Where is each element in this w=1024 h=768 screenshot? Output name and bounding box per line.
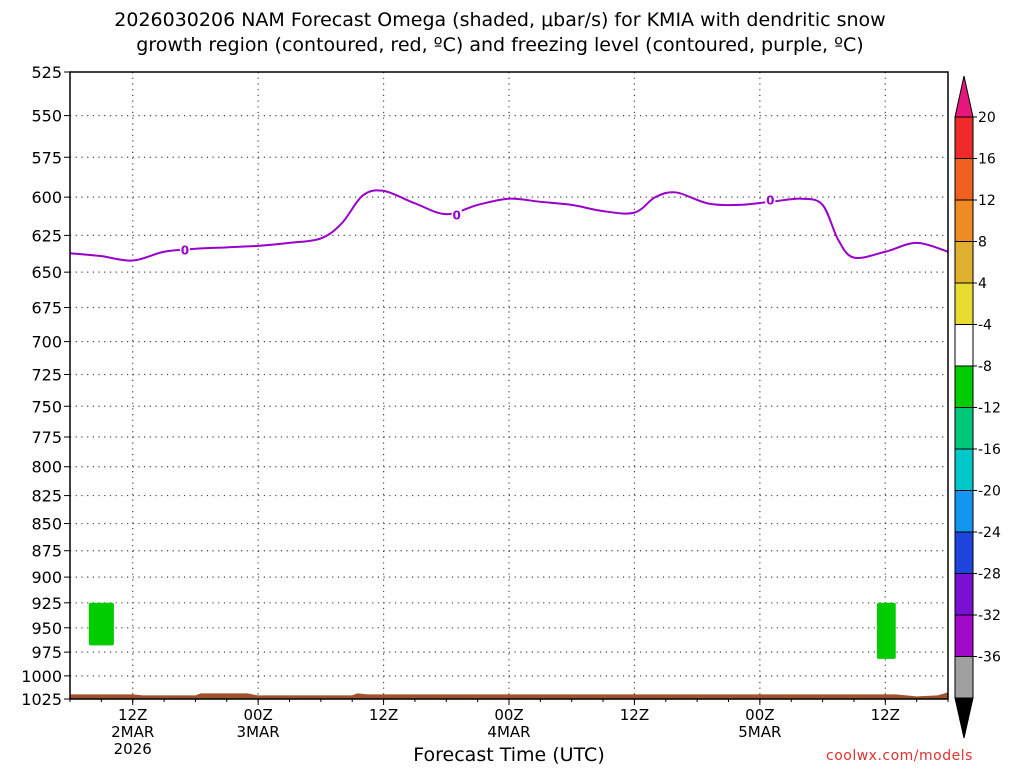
- colorbar-label: 16: [978, 152, 996, 168]
- colorbar-label: 4: [978, 276, 987, 292]
- chart-title: 2026030206 NAM Forecast Omega (shaded, μ…: [0, 8, 1000, 58]
- colorbar-segment: [954, 573, 974, 616]
- y-tick-label: 525: [31, 63, 62, 82]
- y-tick-label: 600: [31, 188, 62, 207]
- colorbar-segment: [954, 324, 974, 367]
- y-tick-label: 925: [31, 594, 62, 613]
- x-tick-date: 2MAR: [111, 723, 154, 741]
- x-tick-label: 12Z: [871, 706, 900, 724]
- colorbar-label: -12: [978, 401, 1001, 417]
- x-tick-date: 3MAR: [237, 723, 280, 741]
- y-tick-label: 975: [31, 643, 62, 662]
- omega-shaded-region: [876, 602, 896, 659]
- x-tick-label: 00Z: [745, 706, 774, 724]
- contour-label: 0: [453, 209, 461, 223]
- colorbar-arrow-bottom: [954, 697, 974, 739]
- x-tick-label: 12Z: [369, 706, 398, 724]
- y-axis: 525 550 575 600 625 650 675 700 725 750 775 800 825 8…: [21, 63, 70, 709]
- colorbar-label: -24: [978, 525, 1001, 541]
- colorbar-segment: [954, 614, 974, 657]
- colorbar-segment: [954, 158, 974, 201]
- y-tick-label: 1000: [21, 667, 62, 686]
- colorbar-label: -28: [978, 567, 1001, 583]
- colorbar-segment: [954, 656, 974, 699]
- x-tick-label: 00Z: [494, 706, 523, 724]
- colorbar-label: 8: [978, 235, 987, 251]
- colorbar-label: 20: [978, 110, 996, 126]
- contour-label-bg: [179, 242, 190, 257]
- chart-title-line1: 2026030206 NAM Forecast Omega (shaded, μ…: [114, 9, 886, 31]
- colorbar-segment: [954, 241, 974, 284]
- y-tick-label: 700: [31, 333, 62, 352]
- chart-title-line2: growth region (contoured, red, ºC) and f…: [136, 34, 864, 56]
- contour-label-bg: [451, 207, 462, 222]
- y-tick-label: 825: [31, 487, 62, 506]
- colorbar-segment: [954, 116, 974, 159]
- y-tick-label: 875: [31, 542, 62, 561]
- y-tick-label: 1025: [21, 690, 62, 709]
- grid-layer: [70, 72, 948, 699]
- credit-text: coolwx.com/models: [826, 748, 973, 764]
- omega-shading-layer: [88, 602, 896, 659]
- terrain-layer: [70, 692, 948, 699]
- x-tick-date: 4MAR: [487, 723, 530, 741]
- y-tick-label: 550: [31, 107, 62, 126]
- omega-shaded-region: [88, 602, 114, 646]
- colorbar-segment: [954, 407, 974, 450]
- x-axis-title: Forecast Time (UTC): [413, 744, 605, 766]
- colorbar-segment: [954, 365, 974, 408]
- x-tick-date: 5MAR: [738, 723, 781, 741]
- colorbar-label: -4: [978, 318, 992, 334]
- colorbar-arrow-top: [954, 75, 974, 118]
- colorbar-segment: [954, 199, 974, 242]
- colorbar-label: -8: [978, 359, 992, 375]
- terrain-fill: [70, 692, 948, 699]
- colorbar: 20 16 12 8 4 -4 -8 -12 -16 -20 -24 -28 -32 -36: [954, 75, 1001, 739]
- colorbar-label: -36: [978, 650, 1001, 666]
- y-tick-label: 800: [31, 458, 62, 477]
- y-tick-label: 850: [31, 515, 62, 534]
- x-tick-label: 12Z: [118, 706, 147, 724]
- colorbar-segment: [954, 448, 974, 491]
- y-tick-label: 725: [31, 365, 62, 384]
- x-tick-label: 12Z: [620, 706, 649, 724]
- colorbar-label: -32: [978, 608, 1001, 624]
- y-tick-label: 750: [31, 397, 62, 416]
- y-tick-label: 675: [31, 299, 62, 318]
- x-tick-year: 2026: [114, 740, 152, 758]
- colorbar-label: 12: [978, 193, 996, 209]
- colorbar-segment: [954, 490, 974, 533]
- x-tick-label: 00Z: [243, 706, 272, 724]
- freezing-level-line: [69, 189, 949, 262]
- y-tick-label: 625: [31, 226, 62, 245]
- y-tick-label: 900: [31, 568, 62, 587]
- colorbar-label: -20: [978, 484, 1001, 500]
- freezing-level-layer: 0 0 0: [69, 189, 949, 262]
- contour-label-bg: [765, 192, 776, 207]
- y-tick-label: 775: [31, 428, 62, 447]
- y-tick-label: 575: [31, 148, 62, 167]
- colorbar-label: -16: [978, 442, 1001, 458]
- contour-label: 0: [181, 243, 189, 257]
- y-tick-label: 950: [31, 619, 62, 638]
- colorbar-segment: [954, 282, 974, 325]
- contour-label: 0: [766, 193, 774, 207]
- y-tick-label: 650: [31, 263, 62, 282]
- colorbar-segment: [954, 531, 974, 574]
